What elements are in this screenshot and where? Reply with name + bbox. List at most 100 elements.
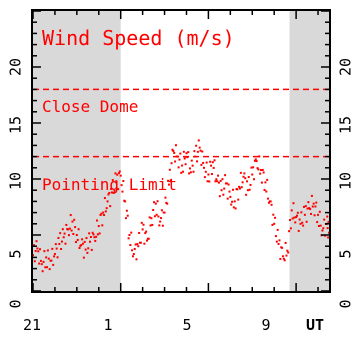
data-point xyxy=(81,238,84,241)
data-point xyxy=(317,213,320,216)
data-point xyxy=(224,174,227,177)
data-point xyxy=(181,170,184,173)
data-point xyxy=(146,239,149,242)
data-point xyxy=(184,163,187,166)
data-point xyxy=(67,234,70,237)
data-point xyxy=(89,240,92,243)
data-point xyxy=(63,232,66,235)
data-point xyxy=(295,216,298,219)
data-point xyxy=(327,236,330,239)
data-point xyxy=(279,257,282,260)
data-point xyxy=(240,186,243,189)
data-point xyxy=(78,246,81,249)
data-point xyxy=(244,177,247,180)
y-tick-label-right-15: 15 xyxy=(337,116,355,134)
data-point xyxy=(231,200,234,203)
data-point xyxy=(138,231,141,234)
data-point xyxy=(112,191,115,194)
data-point xyxy=(167,183,170,186)
data-point xyxy=(289,227,292,230)
data-point xyxy=(189,171,192,174)
data-point xyxy=(294,221,297,224)
data-point xyxy=(176,155,179,158)
data-point xyxy=(199,149,202,152)
data-point xyxy=(121,190,124,193)
data-point xyxy=(50,259,53,262)
data-point xyxy=(313,214,316,217)
data-point xyxy=(314,205,317,208)
data-point xyxy=(97,225,100,228)
data-point xyxy=(241,181,244,184)
data-point xyxy=(161,224,164,227)
data-point xyxy=(203,166,206,169)
data-point xyxy=(120,184,123,187)
data-point xyxy=(174,144,177,147)
data-point xyxy=(293,216,296,219)
axis-ticks xyxy=(32,10,329,292)
chart-title: Wind Speed (m/s) xyxy=(42,26,235,50)
data-point xyxy=(285,254,288,257)
data-point xyxy=(196,160,199,163)
data-point xyxy=(69,214,72,217)
data-point xyxy=(233,200,236,203)
data-point xyxy=(205,161,208,164)
data-point xyxy=(147,237,150,240)
data-point xyxy=(288,230,291,233)
data-point xyxy=(236,188,239,191)
data-point xyxy=(108,191,111,194)
data-point xyxy=(81,242,84,245)
x-tick-label-5: 5 xyxy=(182,316,191,334)
y-tick-label-left-0: 0 xyxy=(7,299,25,308)
data-point xyxy=(73,218,76,221)
data-point xyxy=(180,171,183,174)
data-point xyxy=(210,173,213,176)
data-point xyxy=(204,170,207,173)
data-point xyxy=(245,180,248,183)
data-point xyxy=(130,231,133,234)
data-point xyxy=(116,173,119,176)
data-point xyxy=(132,253,135,256)
data-point xyxy=(95,235,98,238)
data-point xyxy=(272,213,275,216)
data-point xyxy=(259,172,262,175)
y-tick-labels-right: 0 5 10 15 20 xyxy=(337,58,355,309)
data-point xyxy=(226,197,229,200)
data-point xyxy=(260,169,263,172)
data-point xyxy=(211,161,214,164)
data-point xyxy=(306,207,309,210)
data-point xyxy=(270,203,273,206)
data-point xyxy=(252,166,255,169)
data-point xyxy=(196,150,199,153)
data-point xyxy=(128,234,131,236)
data-point xyxy=(220,189,223,192)
data-point xyxy=(250,166,253,169)
data-point xyxy=(122,180,125,183)
data-point xyxy=(321,229,324,232)
data-point xyxy=(111,179,114,182)
data-point xyxy=(323,218,326,221)
data-point xyxy=(237,198,240,201)
data-point xyxy=(326,215,329,218)
data-point xyxy=(296,211,299,214)
data-point xyxy=(295,214,298,217)
data-point xyxy=(133,247,136,250)
data-point xyxy=(42,260,45,263)
data-point xyxy=(182,150,185,153)
data-point xyxy=(53,255,56,258)
data-point xyxy=(256,167,259,170)
data-point xyxy=(142,223,145,226)
data-point xyxy=(98,232,101,235)
data-point xyxy=(68,227,71,230)
data-point xyxy=(168,168,171,171)
data-point xyxy=(192,170,195,173)
data-point xyxy=(47,257,50,260)
data-point xyxy=(207,173,210,176)
data-point xyxy=(299,222,302,225)
data-point xyxy=(106,200,109,203)
data-point xyxy=(91,231,94,234)
data-point xyxy=(169,179,172,182)
data-point xyxy=(273,222,276,225)
data-point xyxy=(181,164,184,167)
data-point xyxy=(156,200,159,203)
data-point xyxy=(257,168,260,171)
